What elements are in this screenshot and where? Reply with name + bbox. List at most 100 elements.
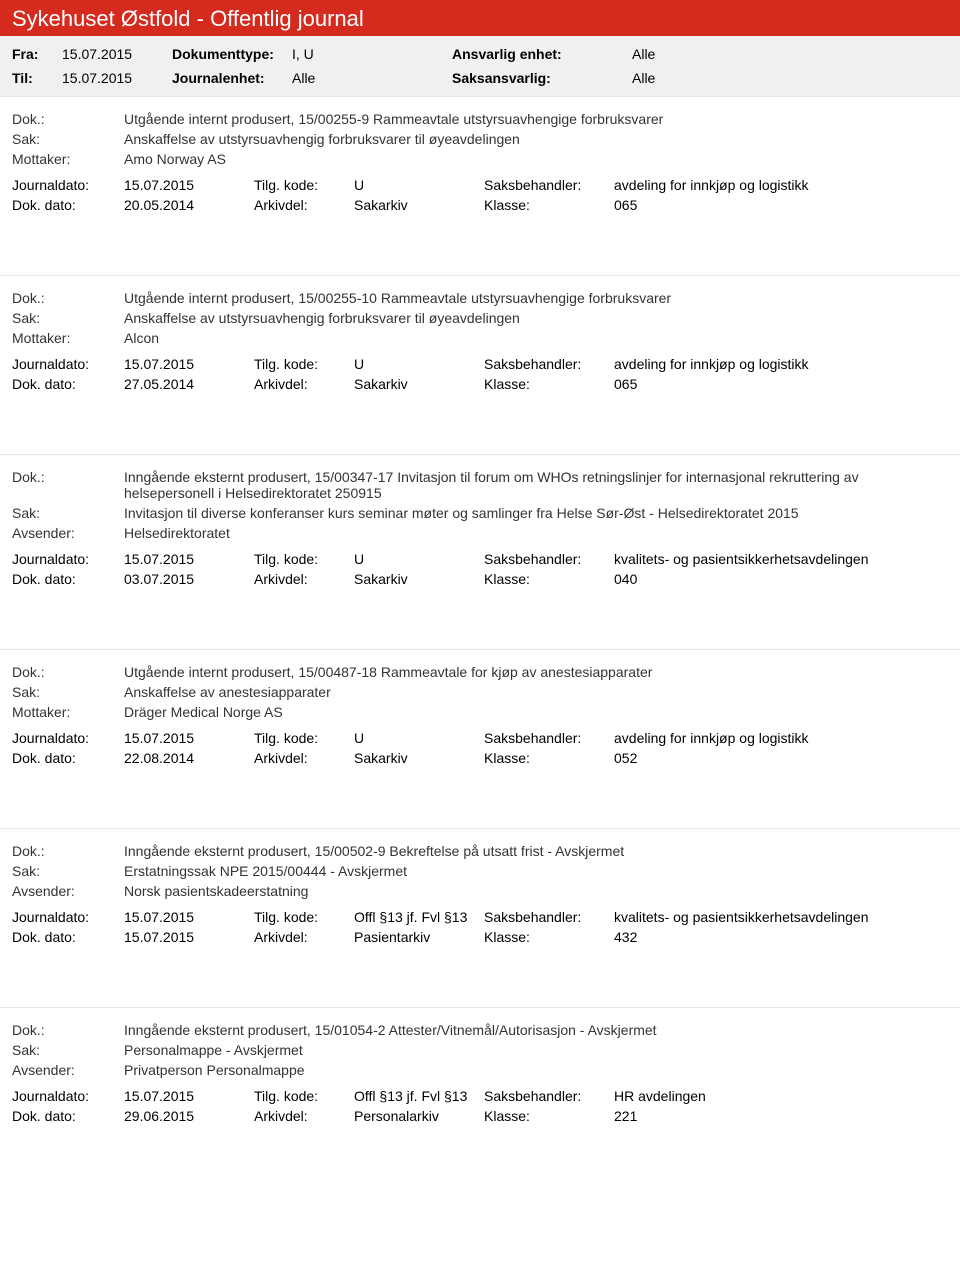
- party-value: Privatperson Personalmappe: [124, 1062, 948, 1078]
- tilgkode-label: Tilg. kode:: [254, 1088, 354, 1104]
- sak-text: Personalmappe - Avskjermet: [124, 1042, 948, 1058]
- dokdato-label: Dok. dato:: [12, 929, 124, 945]
- klasse-value: 221: [614, 1108, 948, 1124]
- arkivdel-value: Sakarkiv: [354, 197, 484, 213]
- journal-entry: Dok.:Inngående eksternt produsert, 15/00…: [0, 828, 960, 967]
- dok-text: Inngående eksternt produsert, 15/00347-1…: [124, 469, 948, 501]
- dokdato-label: Dok. dato:: [12, 1108, 124, 1124]
- journaldato-value: 15.07.2015: [124, 551, 254, 567]
- tilgkode-value: Offl §13 jf. Fvl §13: [354, 909, 484, 925]
- party-value: Dräger Medical Norge AS: [124, 704, 948, 720]
- journalenhet-label: Journalenhet:: [172, 70, 292, 86]
- saksansvarlig-value: Alle: [632, 70, 655, 86]
- dokdato-value: 27.05.2014: [124, 376, 254, 392]
- klasse-label: Klasse:: [484, 197, 614, 213]
- saksbehandler-value: HR avdelingen: [614, 1088, 948, 1104]
- tilgkode-value: U: [354, 730, 484, 746]
- dokdato-value: 20.05.2014: [124, 197, 254, 213]
- ansvarlig-label: Ansvarlig enhet:: [452, 46, 562, 62]
- sak-text: Anskaffelse av utstyrsuavhengig forbruks…: [124, 310, 948, 326]
- journaldato-label: Journaldato:: [12, 909, 124, 925]
- journalenhet-value: Alle: [292, 70, 315, 86]
- dokdato-label: Dok. dato:: [12, 571, 124, 587]
- dok-label: Dok.:: [12, 843, 124, 859]
- doktype-value: I, U: [292, 46, 314, 62]
- sak-label: Sak:: [12, 131, 124, 147]
- arkivdel-label: Arkivdel:: [254, 376, 354, 392]
- sak-label: Sak:: [12, 310, 124, 326]
- journaldato-label: Journaldato:: [12, 551, 124, 567]
- dokdato-label: Dok. dato:: [12, 750, 124, 766]
- sak-label: Sak:: [12, 1042, 124, 1058]
- saksbehandler-label: Saksbehandler:: [484, 356, 614, 372]
- dokdato-value: 15.07.2015: [124, 929, 254, 945]
- saksbehandler-value: avdeling for innkjøp og logistikk: [614, 356, 948, 372]
- arkivdel-label: Arkivdel:: [254, 1108, 354, 1124]
- journaldato-value: 15.07.2015: [124, 1088, 254, 1104]
- party-label: Mottaker:: [12, 330, 124, 346]
- party-label: Mottaker:: [12, 151, 124, 167]
- til-label: Til:: [12, 70, 62, 86]
- arkivdel-value: Personalarkiv: [354, 1108, 484, 1124]
- sak-label: Sak:: [12, 863, 124, 879]
- dok-text: Inngående eksternt produsert, 15/00502-9…: [124, 843, 948, 859]
- arkivdel-label: Arkivdel:: [254, 197, 354, 213]
- saksbehandler-value: avdeling for innkjøp og logistikk: [614, 730, 948, 746]
- dok-text: Utgående internt produsert, 15/00487-18 …: [124, 664, 948, 680]
- sak-text: Anskaffelse av utstyrsuavhengig forbruks…: [124, 131, 948, 147]
- arkivdel-value: Sakarkiv: [354, 376, 484, 392]
- klasse-label: Klasse:: [484, 571, 614, 587]
- party-label: Avsender:: [12, 883, 124, 899]
- filter-bar: Fra: 15.07.2015 Til: 15.07.2015 Dokument…: [0, 36, 960, 96]
- til-value: 15.07.2015: [62, 70, 132, 86]
- saksansvarlig-label: Saksansvarlig:: [452, 70, 551, 86]
- sak-label: Sak:: [12, 505, 124, 521]
- journaldato-value: 15.07.2015: [124, 909, 254, 925]
- dok-label: Dok.:: [12, 469, 124, 501]
- dokdato-label: Dok. dato:: [12, 197, 124, 213]
- party-value: Alcon: [124, 330, 948, 346]
- sak-text: Erstatningssak NPE 2015/00444 - Avskjerm…: [124, 863, 948, 879]
- tilgkode-value: U: [354, 356, 484, 372]
- dok-text: Inngående eksternt produsert, 15/01054-2…: [124, 1022, 948, 1038]
- party-label: Mottaker:: [12, 704, 124, 720]
- journal-entry: Dok.:Utgående internt produsert, 15/0048…: [0, 649, 960, 788]
- dokdato-value: 29.06.2015: [124, 1108, 254, 1124]
- journaldato-label: Journaldato:: [12, 177, 124, 193]
- klasse-label: Klasse:: [484, 1108, 614, 1124]
- saksbehandler-value: avdeling for innkjøp og logistikk: [614, 177, 948, 193]
- journaldato-value: 15.07.2015: [124, 730, 254, 746]
- saksbehandler-value: kvalitets- og pasientsikkerhetsavdelinge…: [614, 909, 948, 925]
- journaldato-label: Journaldato:: [12, 356, 124, 372]
- tilgkode-label: Tilg. kode:: [254, 730, 354, 746]
- doktype-label: Dokumenttype:: [172, 46, 292, 62]
- sak-text: Anskaffelse av anestesiapparater: [124, 684, 948, 700]
- journaldato-label: Journaldato:: [12, 730, 124, 746]
- klasse-label: Klasse:: [484, 376, 614, 392]
- saksbehandler-label: Saksbehandler:: [484, 551, 614, 567]
- arkivdel-label: Arkivdel:: [254, 929, 354, 945]
- dok-text: Utgående internt produsert, 15/00255-10 …: [124, 290, 948, 306]
- party-value: Norsk pasientskadeerstatning: [124, 883, 948, 899]
- saksbehandler-label: Saksbehandler:: [484, 1088, 614, 1104]
- tilgkode-value: U: [354, 177, 484, 193]
- arkivdel-value: Sakarkiv: [354, 750, 484, 766]
- page-title: Sykehuset Østfold - Offentlig journal: [0, 0, 960, 36]
- tilgkode-label: Tilg. kode:: [254, 909, 354, 925]
- dokdato-value: 22.08.2014: [124, 750, 254, 766]
- saksbehandler-value: kvalitets- og pasientsikkerhetsavdelinge…: [614, 551, 948, 567]
- journal-entry: Dok.:Inngående eksternt produsert, 15/01…: [0, 1007, 960, 1146]
- klasse-value: 065: [614, 376, 948, 392]
- tilgkode-label: Tilg. kode:: [254, 177, 354, 193]
- arkivdel-label: Arkivdel:: [254, 571, 354, 587]
- saksbehandler-label: Saksbehandler:: [484, 177, 614, 193]
- dok-label: Dok.:: [12, 290, 124, 306]
- arkivdel-value: Sakarkiv: [354, 571, 484, 587]
- journal-entry: Dok.:Inngående eksternt produsert, 15/00…: [0, 454, 960, 609]
- fra-value: 15.07.2015: [62, 46, 132, 62]
- ansvarlig-value: Alle: [632, 46, 655, 62]
- dok-label: Dok.:: [12, 111, 124, 127]
- saksbehandler-label: Saksbehandler:: [484, 909, 614, 925]
- journal-entry: Dok.:Utgående internt produsert, 15/0025…: [0, 96, 960, 235]
- tilgkode-value: Offl §13 jf. Fvl §13: [354, 1088, 484, 1104]
